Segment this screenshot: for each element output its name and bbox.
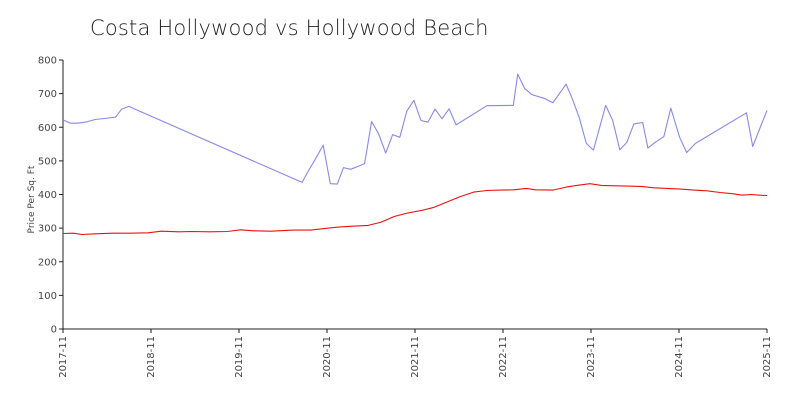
x-tick-label: 2019-11 [234,336,245,378]
x-tick-label: 2023-11 [586,336,597,378]
y-tick-label: 0 [51,325,57,336]
series-layer [62,73,768,236]
series-line-costa-hollywood [62,73,768,185]
y-tick-label: 400 [38,190,57,201]
x-tick-label: 2017-11 [58,336,69,378]
chart-title: Costa Hollywood vs Hollywood Beach [90,16,489,40]
y-tick-label: 300 [38,224,57,235]
axes: 0 100 200 300 400 500 600 700 800 2017-11 2018-11 2… [27,56,773,378]
x-tick-label: 2022-11 [498,336,509,378]
x-tick-label: 2025-11 [762,336,773,378]
y-tick-label: 500 [38,156,57,167]
y-tick-label: 200 [38,257,57,268]
y-tick-label: 600 [38,123,57,134]
x-tick-label: 2024-11 [674,336,685,378]
series-line-hollywood-beach [62,183,768,236]
y-tick-label: 100 [38,291,57,302]
y-tick-label: 700 [38,89,57,100]
x-tick-label: 2021-11 [410,336,421,378]
x-tick-label: 2018-11 [146,336,157,378]
y-axis-label: Price Per Sq. Ft [27,165,37,233]
x-tick-label: 2020-11 [322,336,333,378]
y-tick-label: 800 [38,56,57,67]
